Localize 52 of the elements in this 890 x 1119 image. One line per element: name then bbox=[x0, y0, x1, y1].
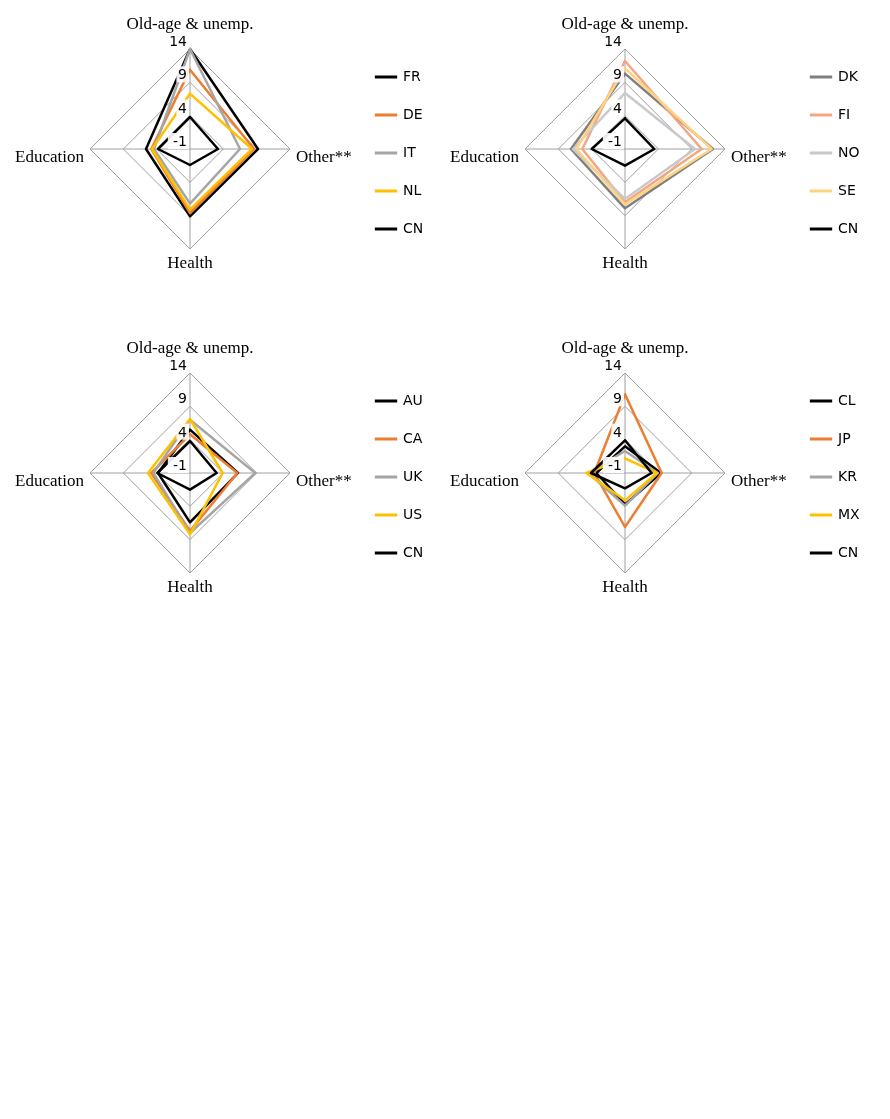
legend-label: US bbox=[403, 506, 423, 522]
legend-label: FI bbox=[838, 106, 851, 122]
spoke-label: Education bbox=[450, 471, 520, 490]
spoke-label: Old-age & unemp. bbox=[126, 14, 254, 33]
legend-label: CA bbox=[403, 430, 423, 446]
legend-label: IT bbox=[403, 144, 417, 160]
spoke-label: Old-age & unemp. bbox=[561, 14, 689, 33]
legend-label: FR bbox=[403, 68, 422, 84]
legend-label: AU bbox=[403, 392, 423, 408]
spoke-label: Education bbox=[15, 471, 85, 490]
y-tick-label: 4 bbox=[178, 423, 188, 440]
legend-label: CL bbox=[838, 392, 856, 408]
legend-label: CN bbox=[838, 220, 859, 236]
legend-label: KR bbox=[838, 468, 858, 484]
spoke-label: Health bbox=[602, 577, 649, 596]
legend-label: CN bbox=[838, 544, 859, 560]
legend-label: UK bbox=[403, 468, 424, 484]
legend-label: DE bbox=[403, 106, 423, 122]
legend-label: CN bbox=[403, 220, 424, 236]
spoke-label: Old-age & unemp. bbox=[561, 338, 689, 357]
spoke-label: Health bbox=[602, 253, 649, 272]
legend-label: DK bbox=[838, 68, 859, 84]
y-tick-label: 4 bbox=[613, 423, 623, 440]
y-tick-label: 14 bbox=[604, 33, 623, 49]
spoke-label: Other** bbox=[296, 147, 352, 166]
y-tick-label: 14 bbox=[169, 357, 188, 373]
spoke-label: Education bbox=[450, 147, 520, 166]
legend-label: CN bbox=[403, 544, 424, 560]
spoke-label: Old-age & unemp. bbox=[126, 338, 254, 357]
spoke-label: Education bbox=[15, 147, 85, 166]
spoke-label: Other** bbox=[731, 147, 787, 166]
y-tick-label: 9 bbox=[613, 66, 622, 83]
spoke-label: Health bbox=[167, 253, 214, 272]
y-tick-label: 9 bbox=[178, 390, 187, 407]
y-tick-label: 9 bbox=[178, 66, 187, 83]
y-tick-label: -1 bbox=[608, 133, 622, 149]
y-tick-label: 4 bbox=[178, 99, 188, 116]
y-tick-label: 14 bbox=[604, 357, 623, 373]
y-tick-label: 14 bbox=[169, 33, 188, 49]
y-tick-label: 4 bbox=[613, 99, 623, 116]
y-tick-label: -1 bbox=[173, 457, 187, 473]
spoke-label: Other** bbox=[731, 471, 787, 490]
legend-label: MX bbox=[838, 506, 861, 522]
y-tick-label: -1 bbox=[608, 457, 622, 473]
spoke-label: Other** bbox=[296, 471, 352, 490]
y-tick-label: -1 bbox=[173, 133, 187, 149]
legend-label: JP bbox=[837, 430, 851, 446]
y-tick-label: 9 bbox=[613, 390, 622, 407]
legend-label: SE bbox=[838, 182, 856, 198]
spoke-label: Health bbox=[167, 577, 214, 596]
legend-label: NL bbox=[403, 182, 422, 198]
legend-label: NO bbox=[838, 144, 860, 160]
